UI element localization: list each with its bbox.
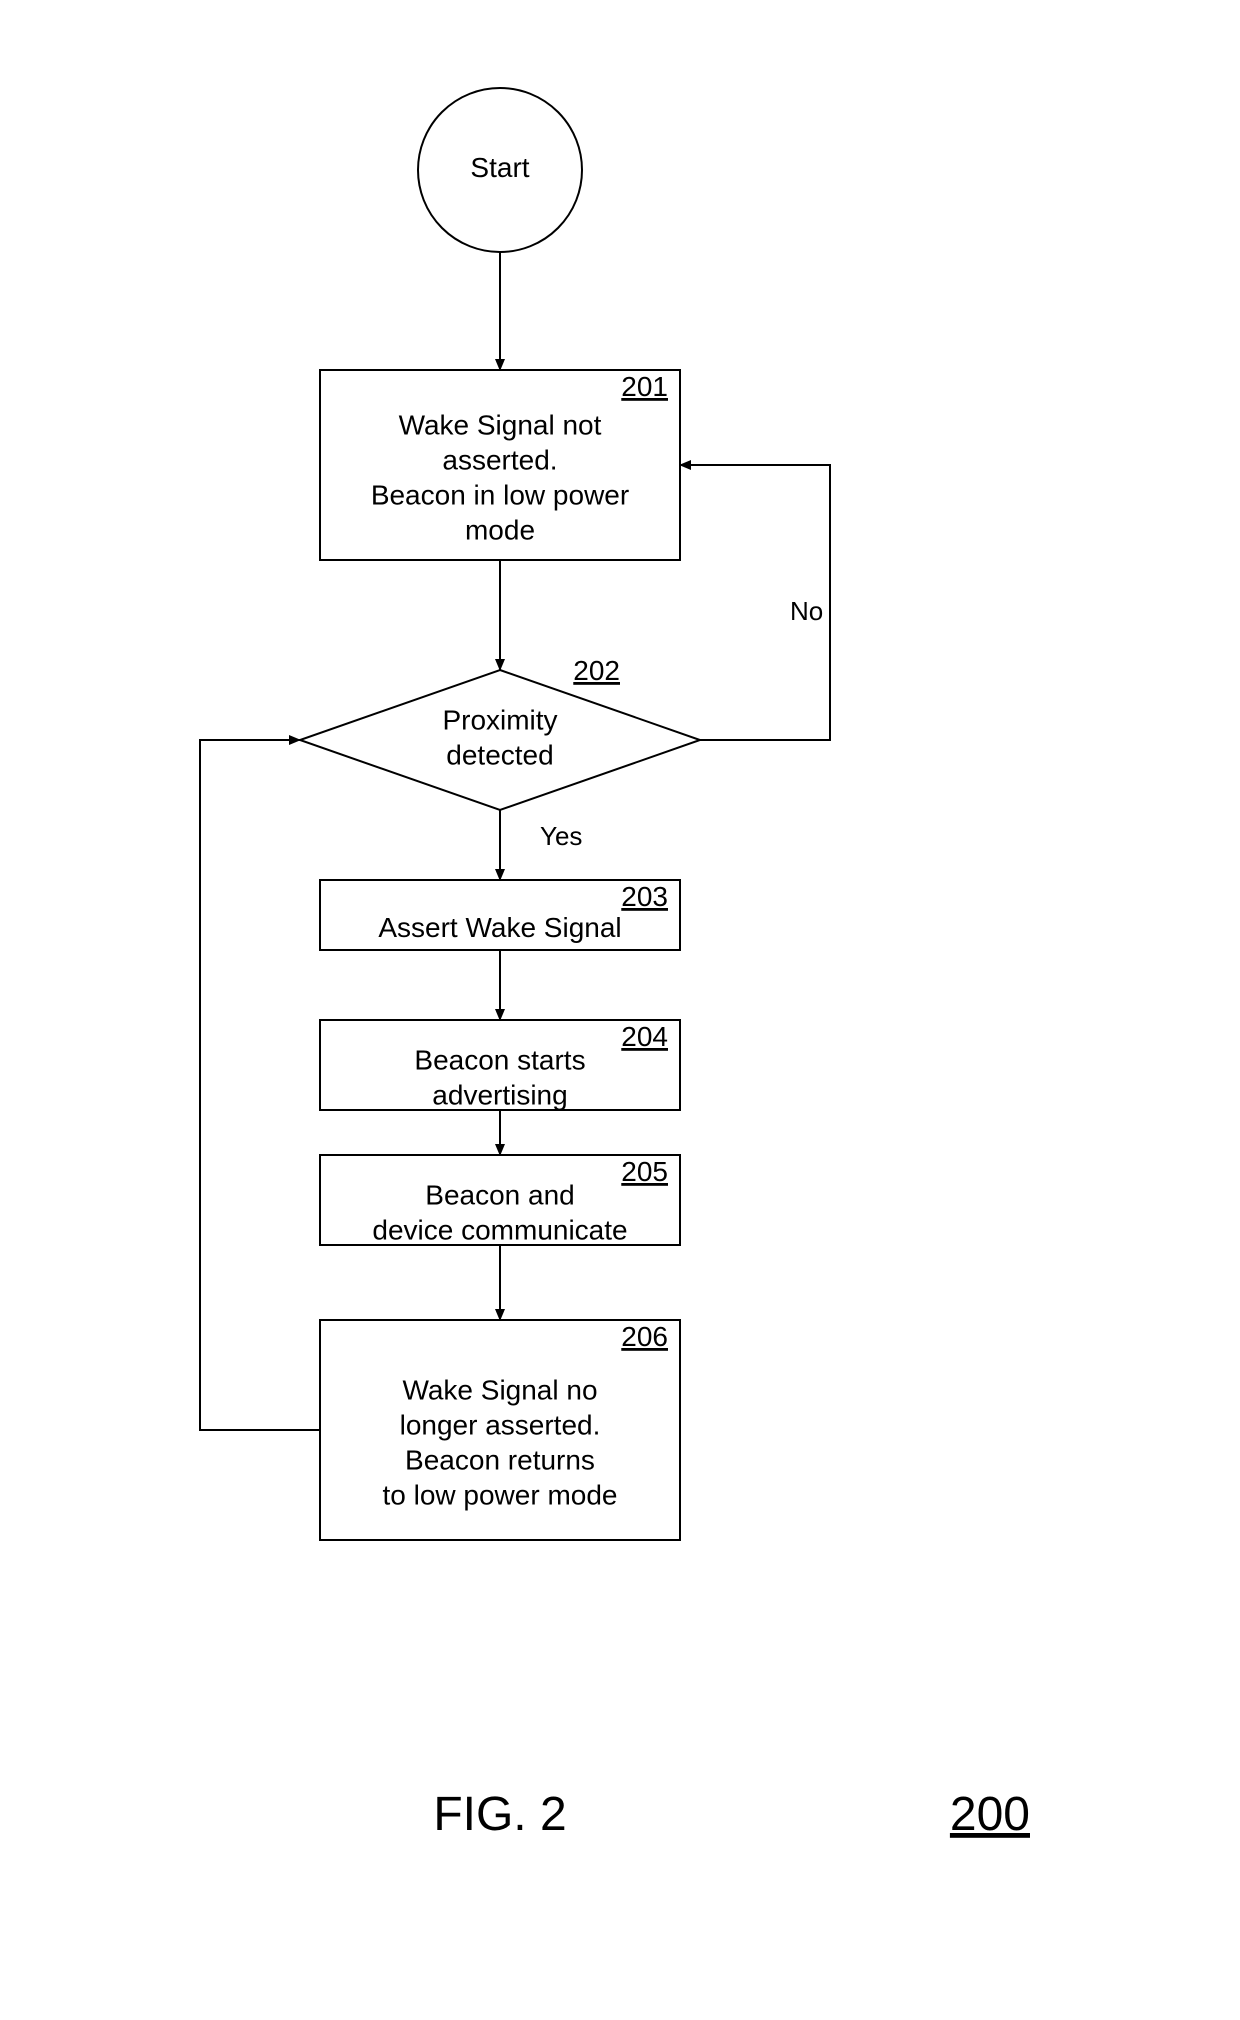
node-ref: 203 bbox=[621, 881, 668, 912]
node-n204: Beacon startsadvertising204 bbox=[320, 1020, 680, 1111]
node-ref: 204 bbox=[621, 1021, 668, 1052]
node-n203: Assert Wake Signal203 bbox=[320, 880, 680, 950]
edge-label: Yes bbox=[540, 821, 582, 851]
node-text: Assert Wake Signal bbox=[378, 912, 621, 943]
node-start: Start bbox=[418, 88, 582, 252]
flowchart-canvas: Yes No Start Wake Signal notasserted.Beaco… bbox=[0, 0, 1240, 2020]
node-ref: 206 bbox=[621, 1321, 668, 1352]
edge-label: No bbox=[790, 596, 823, 626]
node-n202: Proximitydetected202 bbox=[300, 655, 700, 810]
node-ref: 202 bbox=[573, 655, 620, 686]
node-n205: Beacon anddevice communicate205 bbox=[320, 1155, 680, 1246]
figure-caption: FIG. 2 bbox=[433, 1788, 566, 1841]
figure-number: 200 bbox=[950, 1788, 1030, 1841]
node-n206: Wake Signal nolonger asserted.Beacon ret… bbox=[320, 1320, 680, 1540]
edge bbox=[200, 740, 320, 1430]
node-ref: 201 bbox=[621, 371, 668, 402]
node-ref: 205 bbox=[621, 1156, 668, 1187]
node-text: Start bbox=[470, 152, 529, 183]
node-n201: Wake Signal notasserted.Beacon in low po… bbox=[320, 370, 680, 560]
